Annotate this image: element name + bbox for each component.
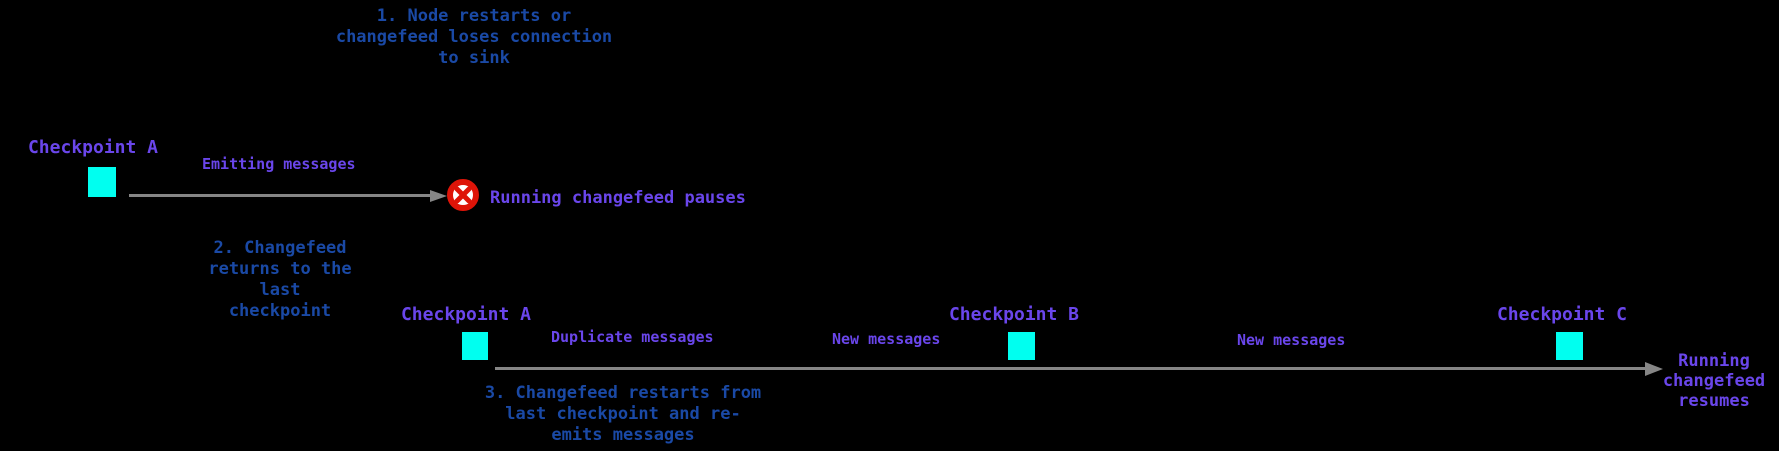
emitting-messages-label: Emitting messages (202, 155, 356, 173)
checkpoint-a-marker-paused (88, 167, 116, 197)
checkpoint-c-marker (1556, 332, 1583, 360)
resumed-timeline-line (495, 367, 1646, 370)
new-messages-label-1: New messages (832, 330, 941, 348)
right-arrowhead-icon (430, 190, 447, 202)
step3-note: 3. Changefeed restarts from last checkpo… (484, 383, 762, 445)
new-messages-label-2: New messages (1237, 331, 1346, 349)
checkpoint-a-label-paused: Checkpoint A (27, 137, 159, 158)
step2-note: 2. Changefeed returns to the last checkp… (208, 238, 352, 321)
circle-x-error-icon (447, 179, 479, 211)
checkpoint-c-label: Checkpoint C (1496, 304, 1628, 325)
checkpoint-a-marker-resumed (462, 332, 488, 360)
paused-timeline-line (129, 194, 431, 197)
checkpoint-b-marker (1008, 332, 1035, 360)
running-changefeed-resumes-label: Running changefeed resumes (1662, 351, 1766, 411)
running-changefeed-pauses-label: Running changefeed pauses (490, 188, 746, 208)
step1-note: 1. Node restarts or changefeed loses con… (335, 6, 613, 68)
right-arrowhead-icon (1645, 362, 1663, 376)
checkpoint-b-label: Checkpoint B (948, 304, 1080, 325)
checkpoint-a-label-resumed: Checkpoint A (400, 304, 532, 325)
duplicate-messages-label: Duplicate messages (551, 328, 714, 346)
